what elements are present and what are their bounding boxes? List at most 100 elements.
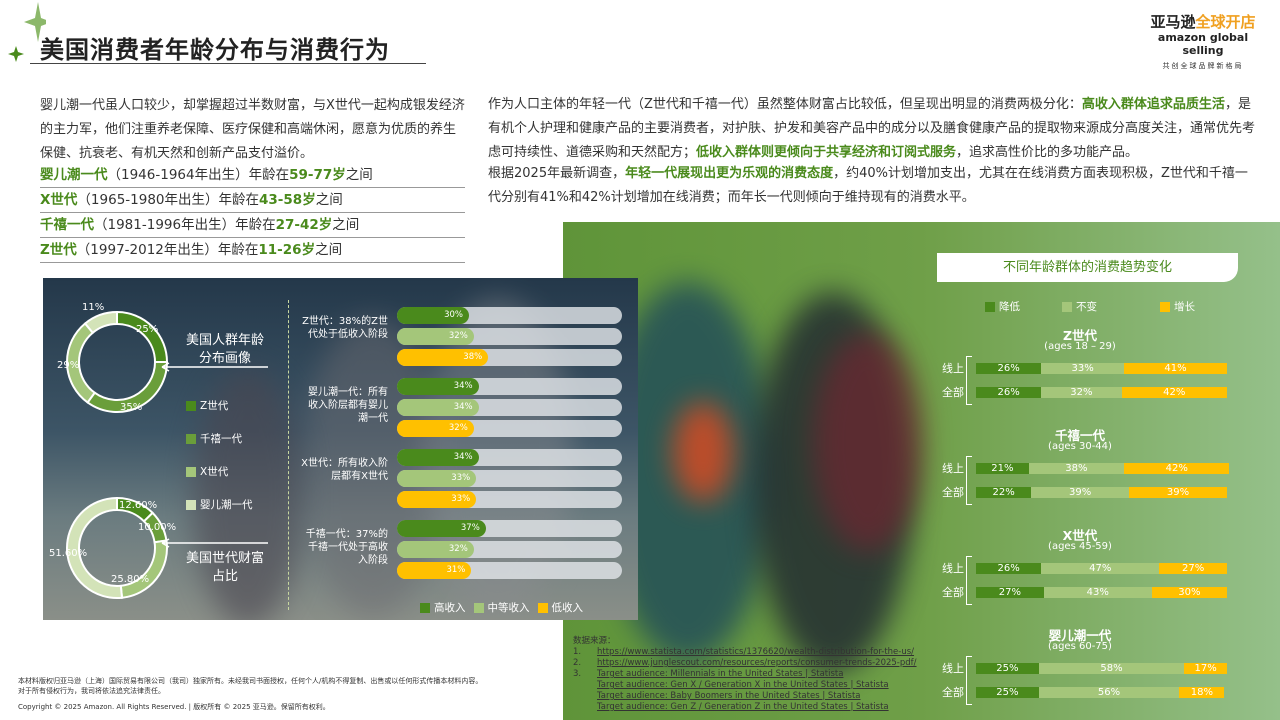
sources-heading: 数据来源： xyxy=(573,636,616,646)
legend-swatch xyxy=(1160,302,1170,312)
trend-row-label: 线上 xyxy=(942,362,964,375)
legend-swatch xyxy=(186,401,196,411)
donut-label: 12.60% xyxy=(119,500,157,511)
trend-segment: 32% xyxy=(1041,387,1122,398)
trend-segment: 25% xyxy=(976,663,1039,674)
donut-label: 25.80% xyxy=(111,574,149,585)
income-bar: 34% xyxy=(397,449,479,466)
trend-segment: 17% xyxy=(1184,663,1227,674)
income-group-label: 千禧一代：37%的千禧一代处于高收入阶段 xyxy=(305,529,388,566)
donut-legend-item: Z世代 xyxy=(186,398,228,413)
page-title: 美国消费者年龄分布与消费行为 xyxy=(40,36,390,64)
trend-group-name: Z世代 xyxy=(1062,328,1098,343)
trend-segment: 38% xyxy=(1028,463,1125,474)
trend-group-ages: (ages 60-75) xyxy=(1048,641,1112,652)
trend-row-label: 全部 xyxy=(942,486,964,499)
donut-label: 51.60% xyxy=(49,548,87,559)
source-link[interactable]: Target audience: Gen Z / Generation Z in… xyxy=(597,702,889,712)
income-bar: 38% xyxy=(397,349,489,366)
legend-swatch xyxy=(186,434,196,444)
trend-segment: 42% xyxy=(1121,387,1227,398)
trend-segment: 27% xyxy=(976,587,1044,598)
source-link[interactable]: Target audience: Gen X / Generation X in… xyxy=(597,680,889,690)
legend-swatch xyxy=(473,603,484,613)
generation-line: 千禧一代（1981-1996年出生）年龄在27-42岁之间 xyxy=(40,213,465,238)
trend-segment: 22% xyxy=(976,487,1032,498)
trend-legend-item: 增长 xyxy=(1160,299,1195,314)
legend-label: 低收入 xyxy=(551,602,584,614)
trend-card-title: 不同年龄群体的消费趋势变化 xyxy=(937,253,1238,282)
intro-paragraph: 婴儿潮一代虽人口较少，却掌握超过半数财富，与X世代一起构成银发经济的主力军，他们… xyxy=(40,98,465,161)
legend-swatch xyxy=(537,603,548,613)
trend-group-name: X世代 xyxy=(1062,528,1098,543)
donut1-title: 美国人群年龄分布画像 xyxy=(185,333,264,366)
source-item: Target audience: Gen X / Generation X in… xyxy=(573,680,933,691)
donut-legend-item: 千禧一代 xyxy=(186,431,242,446)
generation-line: Z世代（1997-2012年出生）年龄在11-26岁之间 xyxy=(40,238,465,263)
income-bar: 34% xyxy=(397,399,479,416)
trend-legend-item: 降低 xyxy=(985,299,1020,314)
trend-group-ages: (ages 30-44) xyxy=(1048,441,1112,452)
amazon-global-selling-logo: 亚马逊全球开店 amazon global selling 共创全球品牌新格局 xyxy=(1150,13,1256,71)
trend-legend-item: 不变 xyxy=(1062,299,1097,314)
source-link[interactable]: https://www.junglescout.com/resources/re… xyxy=(597,658,917,668)
legend-swatch xyxy=(186,500,196,510)
bracket xyxy=(966,656,972,705)
trend-segment: 21% xyxy=(976,463,1029,474)
source-item: 1. https://www.statista.com/statistics/13… xyxy=(573,647,915,657)
trend-segment: 26% xyxy=(976,363,1042,374)
title-underline xyxy=(30,63,426,64)
trend-row-label: 全部 xyxy=(942,386,964,399)
donut-label: 25% xyxy=(136,324,158,335)
legend-swatch xyxy=(420,603,430,613)
trend-segment: 26% xyxy=(976,387,1042,398)
trend-row-label: 线上 xyxy=(942,662,964,675)
trend-segment: 39% xyxy=(1129,487,1227,498)
arrow-left-icon xyxy=(161,362,268,372)
source-link[interactable]: Target audience: Millennials in the Unit… xyxy=(597,669,844,679)
donut-legend-item: X世代 xyxy=(186,464,228,479)
trend-segment: 18% xyxy=(1179,687,1225,698)
survey-paragraph: 根据2025年最新调查，年轻一代展现出更为乐观的消费态度，约40%计划增加支出，… xyxy=(488,166,1248,205)
source-item: 3. Target audience: Millennials in the Un… xyxy=(573,669,844,679)
income-bar: 33% xyxy=(397,470,477,487)
income-bar: 30% xyxy=(397,307,469,324)
donut-slice xyxy=(83,310,118,335)
income-bar: 34% xyxy=(397,378,479,395)
bracket xyxy=(966,456,972,505)
donut-label: 35% xyxy=(120,402,142,413)
source-link[interactable]: Target audience: Baby Boomers in the Uni… xyxy=(597,691,861,701)
income-bar: 37% xyxy=(397,520,486,537)
income-bar: 31% xyxy=(397,562,472,579)
trend-segment: 27% xyxy=(1159,563,1227,574)
donut-slice xyxy=(66,496,124,599)
donut-charts: 25% 35% 29% 11% 12.60% 10.00% 25.80% 51.60% xyxy=(49,302,176,599)
arrow-left-icon xyxy=(161,538,268,548)
donut-label: 29% xyxy=(57,360,79,371)
source-link[interactable]: https://www.statista.com/statistics/1376… xyxy=(597,647,915,657)
trend-segment: 58% xyxy=(1038,663,1185,674)
source-item: 2. https://www.junglescout.com/resources/… xyxy=(573,658,917,668)
source-item: Target audience: Baby Boomers in the Uni… xyxy=(573,691,933,702)
donut-label: 10.00% xyxy=(138,522,176,533)
sources: 数据来源： 1. https://www.statista.com/statist… xyxy=(573,636,933,713)
donut2-title: 美国世代财富占比 xyxy=(185,551,264,584)
source-item: Target audience: Gen Z / Generation Z in… xyxy=(573,702,933,713)
income-group-label: 婴儿潮一代：所有收入阶层都有婴儿潮一代 xyxy=(308,387,388,424)
generation-line: X世代（1965-1980年出生）年龄在43-58岁之间 xyxy=(40,188,465,213)
bracket xyxy=(966,356,972,405)
trend-segment: 39% xyxy=(1031,487,1130,498)
legend-swatch xyxy=(186,467,196,477)
trend-segment: 25% xyxy=(976,687,1039,698)
legend-label: 高收入 xyxy=(434,602,466,614)
trend-row-label: 全部 xyxy=(942,686,964,699)
divider xyxy=(288,300,289,610)
trend-group-ages: (ages 45-59) xyxy=(1048,541,1112,552)
trend-group-name: 婴儿潮一代 xyxy=(1048,628,1112,643)
income-bar: 32% xyxy=(397,541,474,558)
trend-segment: 33% xyxy=(1041,363,1125,374)
income-group-label: Z世代：38%的Z世代处于低收入阶段 xyxy=(302,316,388,340)
trend-segment: 42% xyxy=(1124,463,1230,474)
trend-group-ages: (ages 18 – 29) xyxy=(1044,341,1116,352)
trend-segment: 41% xyxy=(1124,363,1227,374)
